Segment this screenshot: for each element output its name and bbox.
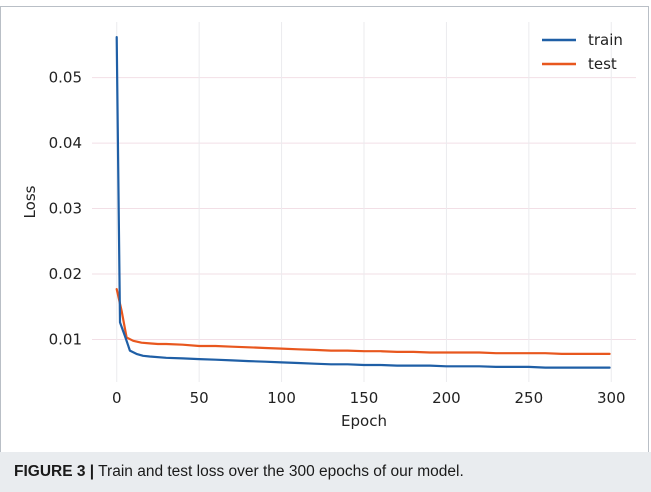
- grid-lines: [92, 22, 636, 382]
- x-axis-label: Epoch: [341, 412, 387, 430]
- y-axis-ticks: 0.01 0.02 0.03 0.04 0.05: [49, 69, 82, 349]
- caption-text: Train and test loss over the 300 epochs …: [94, 463, 464, 480]
- caption-label: FIGURE 3 |: [14, 463, 95, 480]
- series-layer: [115, 35, 611, 369]
- y-tick-label: 0.02: [49, 265, 82, 283]
- legend-label-test: test: [588, 55, 617, 73]
- series-line-test: [115, 288, 611, 355]
- x-tick-label: 100: [267, 389, 296, 407]
- legend: train test: [542, 31, 623, 73]
- series-line-train: [115, 35, 611, 369]
- figure-frame: [0, 6, 649, 490]
- y-tick-label: 0.03: [49, 200, 82, 218]
- y-tick-label: 0.04: [49, 134, 82, 152]
- x-tick-label: 150: [350, 389, 379, 407]
- loss-chart: 0.010.020.030.040.05 0 50 100 150 200 250 300 …: [21, 22, 636, 430]
- y-tick-label: 0.01: [49, 330, 82, 348]
- legend-label-train: train: [588, 31, 623, 49]
- x-tick-label: 0: [112, 389, 122, 407]
- y-tick-label: 0.05: [49, 69, 82, 87]
- x-tick-label: 200: [432, 389, 461, 407]
- x-tick-label: 250: [515, 389, 544, 407]
- y-axis-label: Loss: [21, 185, 39, 218]
- figure-caption: FIGURE 3 | Train and test loss over the …: [0, 452, 651, 492]
- x-axis-ticks: 0 50 100 150 200 250 300: [112, 389, 626, 407]
- x-tick-label: 300: [597, 389, 626, 407]
- x-tick-label: 50: [190, 389, 209, 407]
